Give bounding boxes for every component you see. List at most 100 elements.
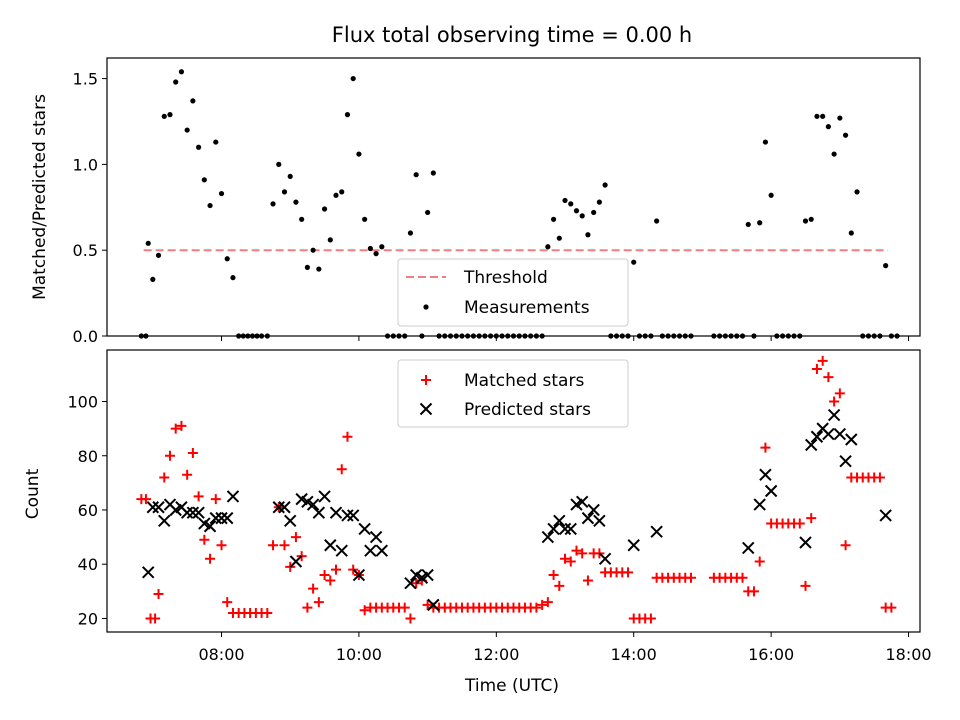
bottom-y-tick-label: 20 — [78, 609, 98, 628]
predicted-point — [627, 539, 640, 552]
measurement-point — [299, 216, 305, 222]
matched-point — [823, 372, 834, 383]
matched-point — [342, 431, 353, 442]
matched-point — [199, 534, 210, 545]
measurement-point — [196, 144, 202, 150]
measurement-point — [367, 245, 373, 252]
measurement-point — [327, 237, 333, 243]
predicted-point — [564, 522, 577, 536]
predicted-point — [581, 511, 595, 525]
matched-point — [542, 597, 553, 608]
predicted-point — [650, 525, 663, 538]
measurement-point — [373, 251, 379, 257]
predicted-point — [329, 506, 343, 519]
measurement-point — [562, 197, 568, 204]
matched-point — [140, 494, 151, 505]
predicted-point — [324, 539, 337, 552]
legend-threshold-label: Threshold — [463, 268, 548, 288]
matched-point — [422, 599, 433, 610]
matched-point — [411, 578, 422, 589]
matched-point — [296, 551, 307, 562]
measurement-point — [344, 112, 351, 118]
measurement-point — [550, 216, 557, 222]
matched-point — [829, 396, 840, 407]
top-y-axis-label: Matched/Predicted stars — [30, 94, 50, 300]
measurement-point — [762, 139, 769, 145]
matched-point — [268, 540, 279, 551]
matched-point — [685, 572, 696, 583]
predicted-point — [341, 509, 354, 522]
top-y-tick-label: 0.5 — [73, 241, 98, 260]
matched-point — [582, 575, 593, 586]
matched-point — [594, 548, 605, 559]
matched-point — [817, 355, 828, 366]
predicted-point — [427, 598, 440, 612]
measurement-point — [631, 259, 637, 265]
matched-point — [645, 613, 656, 624]
top-legend-box — [397, 258, 629, 327]
matched-point — [886, 602, 897, 613]
x-tick-label: 10:00 — [336, 645, 382, 664]
predicted-point — [369, 530, 383, 544]
measurement-point — [190, 98, 196, 104]
x-tick-label: 16:00 — [748, 645, 794, 664]
predicted-point — [142, 566, 155, 579]
measurement-point — [230, 275, 236, 281]
predicted-point — [593, 514, 606, 528]
legend-measurements-label: Measurements — [464, 298, 590, 318]
predicted-point — [284, 514, 297, 528]
measurement-point — [350, 75, 356, 82]
predicted-point — [879, 509, 892, 522]
measurement-point — [201, 177, 207, 183]
measurement-point — [362, 216, 368, 222]
measurement-point — [573, 208, 580, 214]
predicted-point — [158, 514, 171, 528]
matched-point — [176, 420, 187, 431]
bottom-y-tick-label: 40 — [78, 555, 98, 574]
measurement-point — [854, 189, 860, 195]
predicted-point — [209, 511, 222, 525]
measurement-point — [820, 113, 826, 119]
matched-point — [806, 513, 817, 524]
matched-point — [290, 532, 301, 543]
matched-point — [531, 602, 542, 613]
measurement-point — [207, 202, 213, 209]
predicted-point — [833, 427, 847, 441]
predicted-point — [215, 511, 228, 525]
predicted-point — [587, 503, 600, 517]
measurement-point — [842, 132, 849, 138]
measurement-point — [585, 232, 591, 238]
matched-point — [319, 570, 330, 581]
matched-point — [279, 540, 290, 551]
measurement-point — [167, 112, 173, 118]
measurement-point — [356, 151, 362, 157]
predicted-point — [364, 544, 377, 557]
matched-point — [222, 597, 233, 608]
matched-point — [800, 580, 811, 591]
predicted-point — [203, 520, 217, 533]
matched-point — [554, 580, 565, 591]
legend-measurements-swatch — [423, 304, 429, 310]
matched-point — [164, 450, 175, 461]
measurement-point — [150, 276, 156, 282]
predicted-point — [742, 541, 755, 555]
measurement-point — [848, 230, 854, 236]
measurement-point — [825, 124, 831, 130]
measurement-point — [213, 139, 219, 145]
predicted-point — [318, 490, 331, 503]
matched-point — [313, 597, 324, 608]
measurement-point — [808, 216, 814, 222]
matched-point — [623, 567, 634, 578]
matched-point — [205, 553, 216, 564]
predicted-point — [558, 522, 572, 536]
measurement-point — [745, 221, 751, 228]
measurement-point — [304, 264, 310, 270]
measurement-point — [883, 263, 889, 269]
measurement-point — [814, 113, 820, 119]
top-y-tick-label: 0.0 — [73, 327, 98, 346]
x-tick-label: 14:00 — [611, 645, 657, 664]
matched-point — [359, 605, 370, 616]
matched-point — [405, 613, 416, 624]
predicted-point — [547, 522, 560, 536]
